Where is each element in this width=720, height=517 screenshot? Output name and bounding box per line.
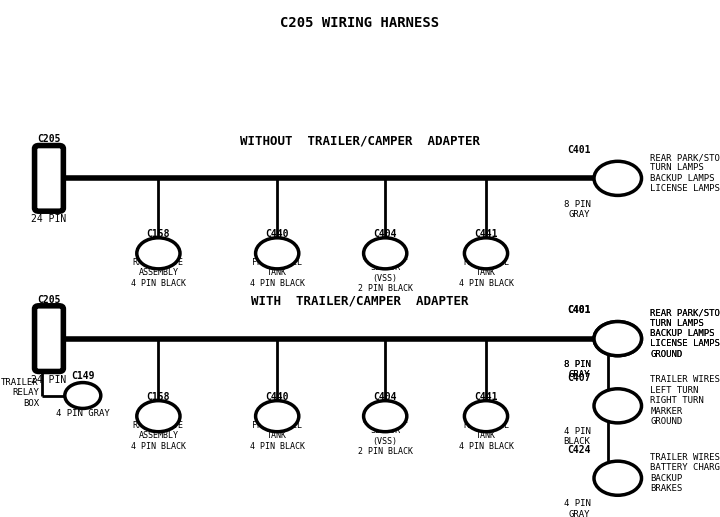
Text: FRONT FUEL
TANK
4 PIN BLACK: FRONT FUEL TANK 4 PIN BLACK: [250, 421, 305, 451]
Text: TRAILER
RELAY
BOX: TRAILER RELAY BOX: [1, 378, 39, 408]
Text: WITHOUT  TRAILER/CAMPER  ADAPTER: WITHOUT TRAILER/CAMPER ADAPTER: [240, 134, 480, 148]
Text: C441: C441: [474, 391, 498, 402]
Circle shape: [256, 401, 299, 432]
Text: C205 WIRING HARNESS: C205 WIRING HARNESS: [280, 16, 440, 31]
Text: 24 PIN: 24 PIN: [32, 215, 66, 224]
Circle shape: [594, 322, 642, 356]
Circle shape: [65, 383, 101, 408]
Circle shape: [137, 401, 180, 432]
Text: C407: C407: [567, 373, 590, 383]
Text: FRONT FUEL
TANK
4 PIN BLACK: FRONT FUEL TANK 4 PIN BLACK: [250, 258, 305, 288]
Text: 4 PIN
GRAY: 4 PIN GRAY: [564, 499, 590, 517]
Text: 8 PIN
GRAY: 8 PIN GRAY: [564, 360, 590, 379]
Text: C158: C158: [147, 391, 170, 402]
Text: TRAILER WIRES
LEFT TURN
RIGHT TURN
MARKER
GROUND: TRAILER WIRES LEFT TURN RIGHT TURN MARKE…: [650, 375, 720, 426]
Circle shape: [594, 161, 642, 195]
Circle shape: [594, 461, 642, 495]
Text: C158: C158: [147, 229, 170, 239]
Text: C404: C404: [374, 229, 397, 239]
Text: C401: C401: [567, 306, 590, 315]
Circle shape: [464, 238, 508, 269]
Text: C205: C205: [37, 134, 60, 144]
Text: C401: C401: [567, 145, 590, 155]
Text: C205: C205: [37, 295, 60, 305]
Text: C440: C440: [266, 391, 289, 402]
Text: REAR PARK/STOP
TURN LAMPS
BACKUP LAMPS
LICENSE LAMPS: REAR PARK/STOP TURN LAMPS BACKUP LAMPS L…: [650, 153, 720, 193]
Text: RABS VALVE
ASSEMBLY
4 PIN BLACK: RABS VALVE ASSEMBLY 4 PIN BLACK: [131, 258, 186, 288]
Text: C440: C440: [266, 229, 289, 239]
Text: C424: C424: [567, 445, 590, 455]
Text: C441: C441: [474, 229, 498, 239]
Text: WITH  TRAILER/CAMPER  ADAPTER: WITH TRAILER/CAMPER ADAPTER: [251, 295, 469, 308]
Circle shape: [364, 401, 407, 432]
Circle shape: [594, 389, 642, 423]
Text: C149: C149: [71, 371, 94, 382]
Text: REAR FUEL
TANK
4 PIN BLACK: REAR FUEL TANK 4 PIN BLACK: [459, 258, 513, 288]
Text: REAR PARK/STOP
TURN LAMPS
BACKUP LAMPS
LICENSE LAMPS
GROUND: REAR PARK/STOP TURN LAMPS BACKUP LAMPS L…: [650, 308, 720, 359]
Text: C401: C401: [567, 306, 590, 315]
Text: TRAILER WIRES
BATTERY CHARGE
BACKUP
BRAKES: TRAILER WIRES BATTERY CHARGE BACKUP BRAK…: [650, 453, 720, 493]
Circle shape: [256, 238, 299, 269]
Text: C404: C404: [374, 391, 397, 402]
Circle shape: [364, 238, 407, 269]
Circle shape: [137, 238, 180, 269]
Text: RABS VALVE
ASSEMBLY
4 PIN BLACK: RABS VALVE ASSEMBLY 4 PIN BLACK: [131, 421, 186, 451]
Circle shape: [594, 322, 642, 356]
Text: REAR PARK/STOP
TURN LAMPS
BACKUP LAMPS
LICENSE LAMPS
GROUND: REAR PARK/STOP TURN LAMPS BACKUP LAMPS L…: [650, 308, 720, 359]
Text: 8 PIN
GRAY: 8 PIN GRAY: [564, 200, 590, 219]
Text: REAR AXLE
SENSOR
(VSS)
2 PIN BLACK: REAR AXLE SENSOR (VSS) 2 PIN BLACK: [358, 416, 413, 456]
Text: 8 PIN
GRAY: 8 PIN GRAY: [564, 360, 590, 379]
FancyBboxPatch shape: [35, 306, 63, 371]
Text: 4 PIN
BLACK: 4 PIN BLACK: [564, 427, 590, 447]
Text: 4 PIN GRAY: 4 PIN GRAY: [56, 409, 109, 418]
Text: 24 PIN: 24 PIN: [32, 375, 66, 385]
Text: REAR AXLE
SENSOR
(VSS)
2 PIN BLACK: REAR AXLE SENSOR (VSS) 2 PIN BLACK: [358, 253, 413, 293]
FancyBboxPatch shape: [35, 146, 63, 211]
Text: REAR FUEL
TANK
4 PIN BLACK: REAR FUEL TANK 4 PIN BLACK: [459, 421, 513, 451]
Circle shape: [464, 401, 508, 432]
